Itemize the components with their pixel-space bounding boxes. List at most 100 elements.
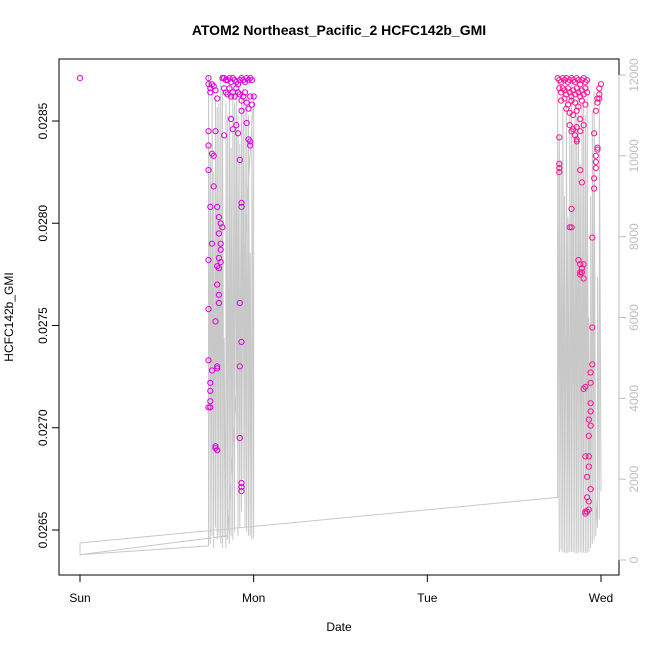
data-point <box>587 400 594 407</box>
data-point <box>589 361 596 368</box>
data-point <box>585 498 592 505</box>
data-point <box>592 107 599 114</box>
x-axis: Sun Mon Tue Wed <box>69 575 613 605</box>
data-point <box>580 275 587 282</box>
data-point <box>214 281 221 288</box>
data-point <box>585 453 592 460</box>
data-point <box>238 488 245 495</box>
data-point <box>573 124 580 131</box>
data-point <box>584 89 591 96</box>
data-point <box>577 167 584 174</box>
data-point <box>556 164 563 172</box>
data-point <box>210 152 217 159</box>
data-point <box>571 99 579 106</box>
data-point <box>243 99 250 106</box>
data-point <box>597 81 605 88</box>
data-point <box>582 101 589 108</box>
y2-tick-label: 12000 <box>627 58 641 92</box>
data-point <box>573 138 580 145</box>
data-point <box>587 422 594 429</box>
data-point <box>566 224 573 231</box>
data-point <box>250 93 257 100</box>
data-point <box>238 203 245 210</box>
data-point <box>236 434 243 442</box>
data-point <box>217 240 224 247</box>
data-point <box>578 179 586 186</box>
data-point <box>580 122 587 129</box>
data-point <box>226 75 233 82</box>
data-point <box>245 105 252 112</box>
data-point <box>247 93 254 100</box>
data-point <box>238 199 245 206</box>
line-series <box>79 74 602 556</box>
data-point <box>571 79 579 86</box>
data-point <box>573 107 580 114</box>
data-point <box>236 363 243 370</box>
data-point <box>207 404 214 411</box>
data-point <box>592 152 599 159</box>
data-point <box>217 259 224 266</box>
point-series <box>76 75 605 517</box>
data-point <box>205 142 212 149</box>
data-point <box>205 306 212 313</box>
data-point <box>205 128 212 135</box>
data-point <box>556 160 563 167</box>
data-point <box>566 77 573 84</box>
data-point <box>76 75 84 82</box>
data-point <box>208 240 216 247</box>
data-point <box>556 134 563 141</box>
data-point <box>571 132 579 139</box>
data-point <box>238 338 245 345</box>
data-point <box>563 105 570 112</box>
data-point <box>243 75 250 82</box>
data-point <box>580 261 587 268</box>
data-point <box>238 107 245 114</box>
data-point <box>226 85 233 92</box>
data-point <box>238 484 245 491</box>
data-point <box>591 130 598 137</box>
data-point <box>205 257 212 264</box>
data-point <box>241 89 249 96</box>
data-point <box>207 379 214 386</box>
data-point <box>219 224 226 231</box>
x-tick-label: Wed <box>589 591 613 605</box>
data-point <box>231 93 238 100</box>
data-point <box>585 432 592 439</box>
x-axis-label: Date <box>326 620 352 634</box>
data-point <box>582 453 589 460</box>
data-point <box>582 510 589 517</box>
y-axis-label: HCFC142b_GMI <box>2 272 16 361</box>
data-point <box>248 77 255 84</box>
data-point <box>584 473 591 480</box>
y2-tick-label: 4000 <box>627 385 641 412</box>
data-point <box>568 205 575 212</box>
data-point <box>568 128 575 135</box>
data-point <box>210 183 217 190</box>
data-point <box>236 299 243 307</box>
data-point <box>215 214 222 221</box>
data-point <box>248 101 255 108</box>
data-point <box>205 357 212 364</box>
data-point <box>594 144 601 151</box>
data-point <box>596 95 603 102</box>
chart-title: ATOM2 Northeast_Pacific_2 HCFC142b_GMI <box>192 22 486 38</box>
data-point <box>585 416 592 423</box>
data-point <box>212 443 219 450</box>
data-point <box>591 185 598 192</box>
data-point <box>577 269 584 276</box>
x-tick-label: Mon <box>242 591 265 605</box>
y2-tick-label: 10000 <box>627 139 641 173</box>
data-point <box>589 324 596 331</box>
data-point <box>568 224 575 231</box>
data-point <box>207 387 214 394</box>
y2-tick-label: 2000 <box>627 465 641 492</box>
data-point <box>214 363 221 370</box>
data-point <box>584 77 591 84</box>
data-point <box>205 404 212 411</box>
data-point <box>214 365 221 372</box>
y-tick-label: 0.0265 <box>36 511 50 548</box>
data-point <box>578 97 586 104</box>
data-point <box>577 128 584 135</box>
data-point <box>212 128 219 135</box>
